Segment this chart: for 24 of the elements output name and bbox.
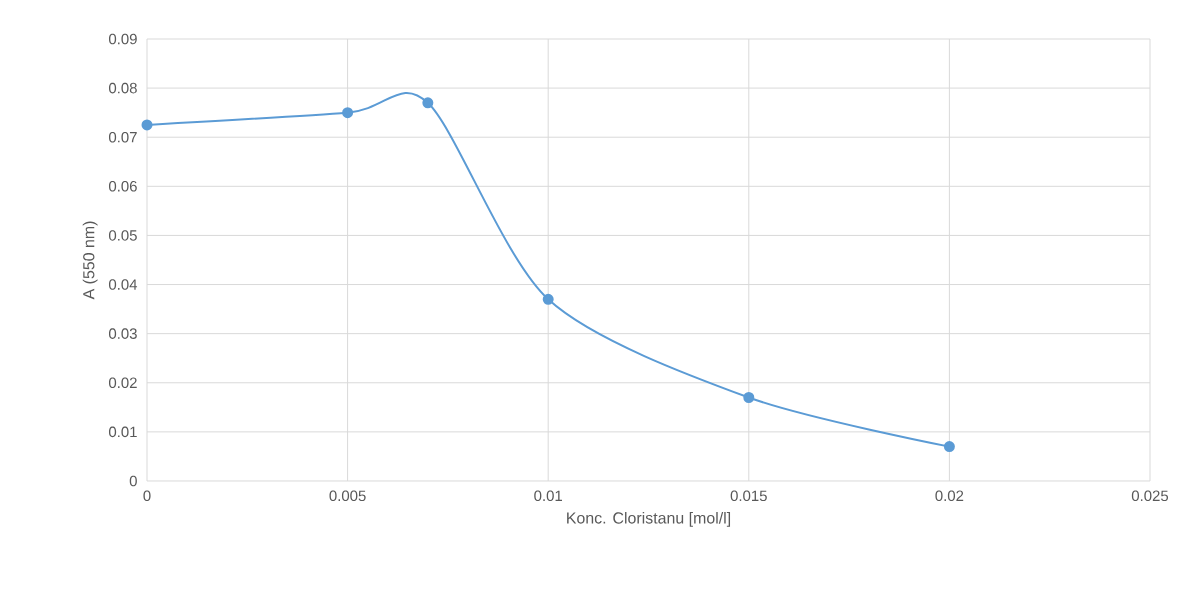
point	[743, 392, 755, 403]
point	[542, 293, 554, 305]
y-tick-label: 0.04	[108, 279, 138, 290]
y-tick-label: 0.07	[108, 131, 137, 143]
x-tick-label: 0.025	[1131, 490, 1169, 502]
x-tick-label: 0	[143, 490, 151, 502]
x-axis-title: Konc. Cloristanu [mol/l]	[567, 511, 731, 527]
point	[342, 107, 354, 119]
y-tick-label: 0.09	[108, 33, 137, 45]
x-tick-label: 0.02	[935, 490, 964, 502]
x-tick-label: 0.005	[329, 490, 366, 502]
point	[943, 441, 955, 453]
point	[141, 119, 153, 131]
y-tick-label: 0.06	[108, 181, 137, 192]
y-tick-label: 0.01	[108, 426, 137, 438]
y-axis-title: A (550 nm)	[82, 221, 98, 300]
point	[422, 97, 434, 109]
y-tick-label: 0.03	[108, 328, 137, 339]
y-tick-label: 0.05	[108, 230, 137, 241]
x-tick-label: 0.015	[730, 490, 767, 502]
x-tick-label: 0.01	[534, 490, 563, 502]
y-tick-label: 0.08	[108, 82, 137, 94]
y-tick-label: 0.02	[108, 377, 137, 389]
y-tick-label: 0	[129, 475, 137, 487]
